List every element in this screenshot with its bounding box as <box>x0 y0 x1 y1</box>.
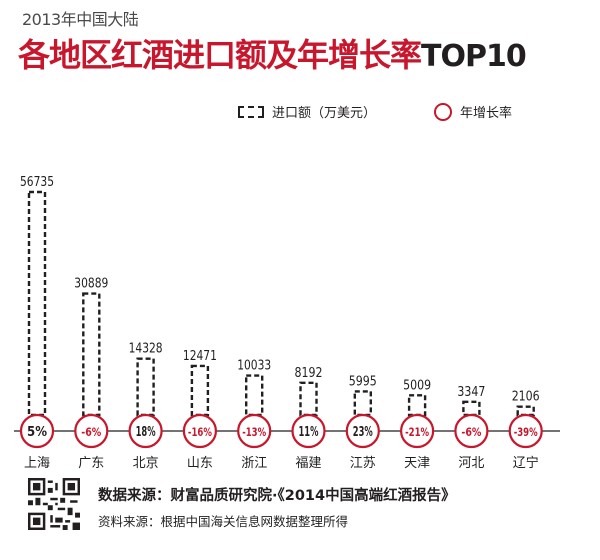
growth-circle-0 <box>19 413 55 449</box>
bar-import-4 <box>244 374 264 417</box>
category-label-5: 福建 <box>295 456 321 471</box>
value-label-7: 5009 <box>403 378 431 393</box>
growth-label-4: -13% <box>242 425 266 439</box>
growth-circle-6 <box>345 413 380 449</box>
category-label-2: 北京 <box>133 456 159 471</box>
growth-circle-8 <box>454 413 489 449</box>
growth-circle-9 <box>508 413 543 449</box>
growth-label-7: -21% <box>405 425 429 439</box>
growth-circle-4 <box>237 413 272 449</box>
material-source-line: 资料来源：根据中国海关信息网数据整理所得 <box>98 514 349 529</box>
category-label-3: 山东 <box>187 456 213 471</box>
bar-import-6 <box>353 390 372 417</box>
category-label-9: 辽宁 <box>513 455 539 471</box>
category-label-0: 上海 <box>24 456 50 471</box>
growth-label-8: -6% <box>461 425 481 439</box>
legend-growth-label: 年增长率 <box>460 106 513 121</box>
bar-chart: 56735 5% 上海 30889 -6% 广东 14328 18% 北京 12471 -16% 山东… <box>14 175 560 471</box>
bar-import-9 <box>516 405 535 417</box>
value-label-6: 5995 <box>349 374 377 389</box>
growth-label-5: 11% <box>299 425 319 440</box>
growth-label-2: 18% <box>136 425 156 440</box>
growth-label-9: -39% <box>514 425 538 439</box>
value-label-9: 2106 <box>512 390 540 405</box>
chart-title-main: 各地区红酒进口额及年增长率 <box>18 36 422 74</box>
value-label-3: 12471 <box>183 349 217 364</box>
growth-circle-7 <box>400 413 435 449</box>
chart-title-suffix: TOP10 <box>421 39 527 74</box>
chart-subtitle: 2013年中国大陆 <box>22 10 139 29</box>
bar-import-2 <box>136 357 155 417</box>
category-label-8: 河北 <box>458 456 484 471</box>
bar-import-7 <box>407 394 427 417</box>
legend-import: 进口额（万美元） <box>238 102 376 121</box>
bar-import-1 <box>82 292 101 417</box>
growth-circle-1 <box>74 413 109 449</box>
growth-circle-3 <box>182 413 217 449</box>
legend-growth: 年增长率 <box>434 102 512 121</box>
bar-import-3 <box>190 364 210 417</box>
growth-label-1: -6% <box>81 425 101 439</box>
qr-code-icon <box>28 478 80 530</box>
category-label-4: 浙江 <box>241 456 267 471</box>
value-label-0: 56735 <box>20 175 54 190</box>
value-label-8: 3347 <box>457 385 485 400</box>
chart-title: 各地区红酒进口额及年增长率TOP10 <box>18 30 527 76</box>
bar-import-8 <box>462 400 481 417</box>
bar-import-5 <box>299 381 318 417</box>
value-label-2: 14328 <box>129 342 163 357</box>
dashed-bar-swatch-icon <box>238 105 264 118</box>
growth-label-0: 5% <box>27 425 47 440</box>
growth-circle-5 <box>291 413 326 449</box>
value-label-5: 8192 <box>295 366 323 381</box>
growth-circle-2 <box>128 413 163 449</box>
category-label-1: 广东 <box>78 456 104 471</box>
value-label-4: 10033 <box>237 359 271 374</box>
category-label-7: 天津 <box>404 456 430 471</box>
data-source-line: 数据来源：财富品质研究院·《2014中国高端红酒报告》 <box>98 488 456 504</box>
growth-label-3: -16% <box>188 425 212 439</box>
red-circle-swatch-icon <box>434 102 452 121</box>
value-label-1: 30889 <box>74 277 108 292</box>
legend-import-label: 进口额（万美元） <box>272 106 377 121</box>
category-label-6: 江苏 <box>350 455 376 471</box>
growth-label-6: 23% <box>353 425 373 440</box>
bar-import-0 <box>27 190 47 417</box>
